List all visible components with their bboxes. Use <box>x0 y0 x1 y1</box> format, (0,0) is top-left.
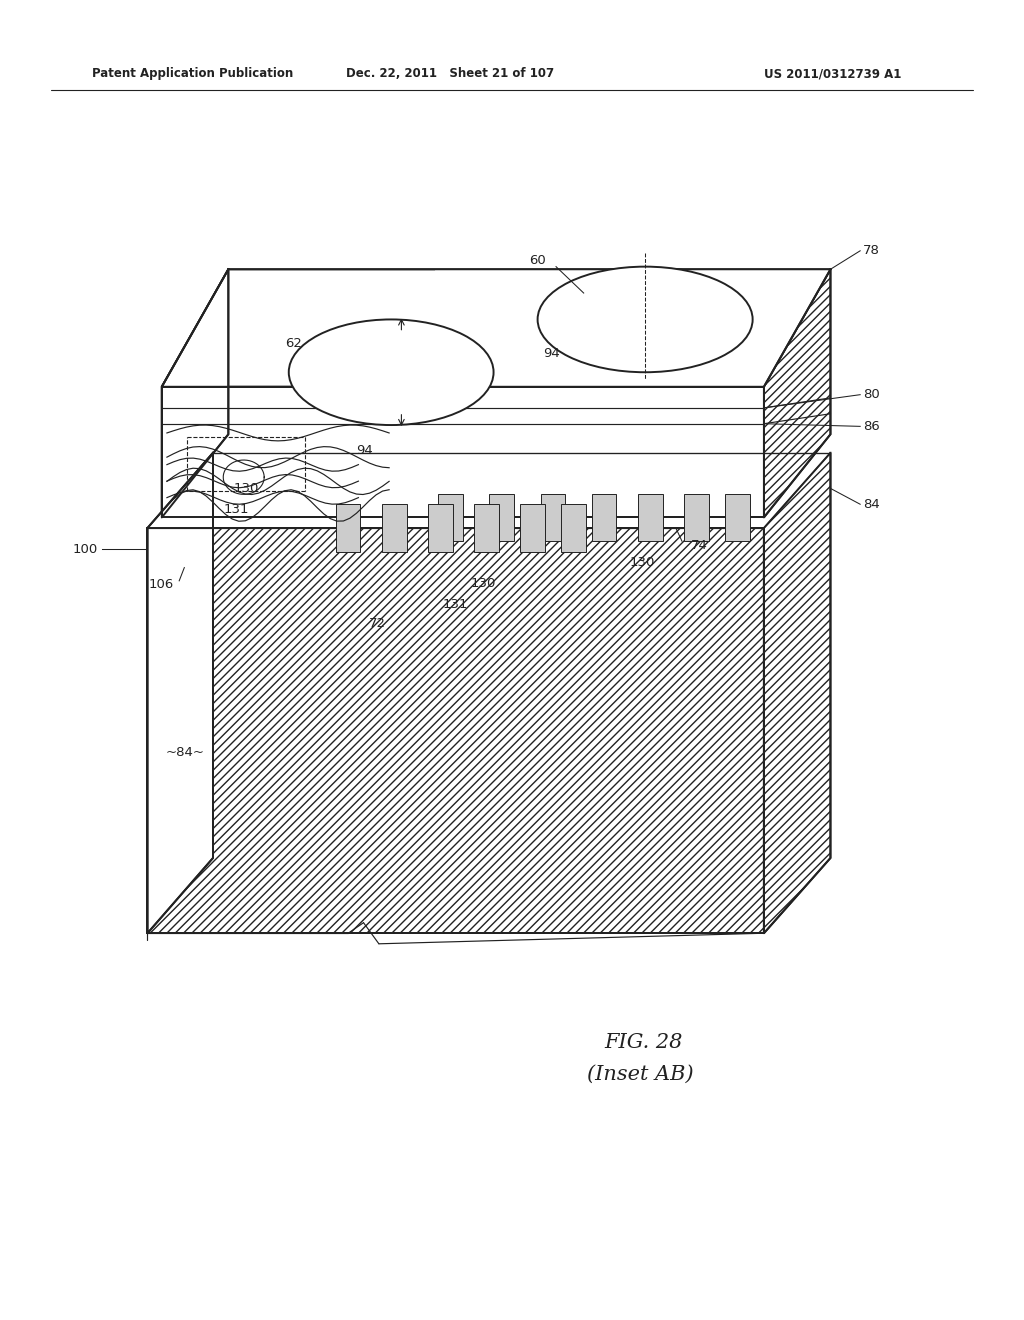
Text: FIG. 28: FIG. 28 <box>604 1034 683 1052</box>
Polygon shape <box>147 528 764 933</box>
Text: Patent Application Publication: Patent Application Publication <box>92 67 294 81</box>
Ellipse shape <box>538 267 753 372</box>
Text: US 2011/0312739 A1: US 2011/0312739 A1 <box>764 67 901 81</box>
Ellipse shape <box>289 319 494 425</box>
Text: (Inset AB): (Inset AB) <box>587 1065 693 1084</box>
Polygon shape <box>162 269 830 387</box>
Polygon shape <box>474 504 499 552</box>
Text: 62: 62 <box>285 337 301 350</box>
Text: 60: 60 <box>529 253 546 267</box>
Text: 130: 130 <box>471 577 497 590</box>
Text: 106: 106 <box>148 578 174 591</box>
Text: 94: 94 <box>543 347 559 360</box>
Text: 74: 74 <box>691 539 708 552</box>
Polygon shape <box>147 453 213 933</box>
Polygon shape <box>162 269 228 517</box>
Text: 100: 100 <box>73 543 98 556</box>
Text: 94: 94 <box>356 444 373 457</box>
Text: 86: 86 <box>863 420 880 433</box>
Text: 72: 72 <box>369 616 386 630</box>
Polygon shape <box>520 504 545 552</box>
Polygon shape <box>428 504 453 552</box>
Polygon shape <box>725 494 750 541</box>
Polygon shape <box>764 453 830 933</box>
Text: 84: 84 <box>863 498 880 511</box>
Polygon shape <box>438 494 463 541</box>
Polygon shape <box>382 504 407 552</box>
Text: 131: 131 <box>442 598 468 611</box>
Text: 78: 78 <box>863 244 880 257</box>
Polygon shape <box>764 269 830 517</box>
Polygon shape <box>592 494 616 541</box>
Text: ~84~: ~84~ <box>166 746 205 759</box>
Polygon shape <box>684 494 709 541</box>
Polygon shape <box>638 494 663 541</box>
Polygon shape <box>561 504 586 552</box>
Polygon shape <box>336 504 360 552</box>
Polygon shape <box>541 494 565 541</box>
Polygon shape <box>162 387 764 517</box>
Text: Dec. 22, 2011   Sheet 21 of 107: Dec. 22, 2011 Sheet 21 of 107 <box>346 67 555 81</box>
Text: 130: 130 <box>233 482 259 495</box>
Text: 80: 80 <box>863 388 880 401</box>
Text: 131: 131 <box>223 503 249 516</box>
Text: 130: 130 <box>630 556 655 569</box>
Polygon shape <box>420 269 830 387</box>
Polygon shape <box>489 494 514 541</box>
